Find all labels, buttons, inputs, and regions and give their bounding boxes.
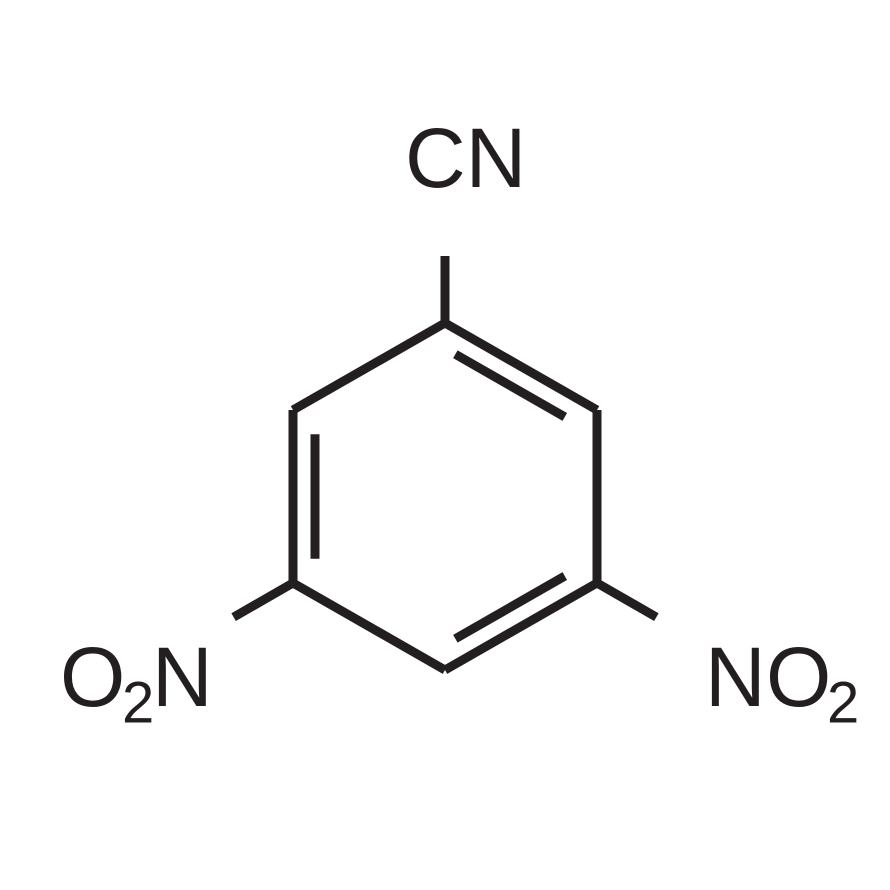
label-left-o: O <box>60 630 125 724</box>
label-cn: CN <box>405 111 526 205</box>
label-right-n: N <box>705 630 766 724</box>
label-right-o: O <box>766 630 831 724</box>
label-left-sub2: 2 <box>122 670 154 735</box>
label-left-n: N <box>152 630 213 724</box>
label-right-sub2: 2 <box>827 670 859 735</box>
molecule-diagram: CNNO2O2N <box>0 0 890 890</box>
